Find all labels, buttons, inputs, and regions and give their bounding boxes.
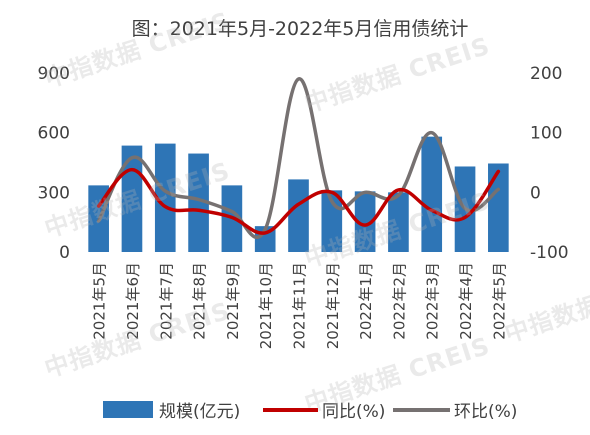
x-tick-label: 2022年3月: [424, 262, 442, 340]
y-axis-right: -100 0 100 200: [530, 64, 569, 263]
x-tick-label: 2021年6月: [124, 262, 142, 340]
y-right-tick-label: -100: [530, 243, 569, 263]
bar: [488, 163, 509, 252]
bar: [154, 143, 176, 252]
legend: 规模(亿元) 同比(%) 环比(%): [103, 401, 517, 422]
y-axis-left: 0 300 600 900: [38, 64, 70, 263]
y-right-tick-label: 200: [530, 64, 562, 84]
bar: [288, 179, 309, 252]
x-tick-label: 2021年10月: [257, 262, 275, 349]
legend-swatch-bar: [103, 401, 153, 418]
y-left-tick-label: 0: [59, 243, 70, 263]
x-tick-label: 2021年12月: [324, 262, 342, 349]
bar: [421, 136, 443, 252]
x-tick-label: 2022年4月: [457, 262, 475, 340]
legend-label-bar: 规模(亿元): [159, 402, 240, 422]
x-axis-labels: 2021年5月 2021年6月 2021年7月 2021年8月 2021年9月 2021年…: [91, 262, 509, 349]
line-yoy: [96, 167, 501, 235]
y-left-tick-label: 300: [38, 183, 70, 203]
legend-label-mom: 环比(%): [454, 402, 517, 422]
x-tick-label: 2021年5月: [91, 262, 109, 340]
chart-title: 图：2021年5月-2022年5月信用债统计: [132, 18, 469, 40]
bar: [121, 145, 143, 252]
bar: [188, 153, 209, 252]
x-tick-label: 2021年9月: [224, 262, 242, 340]
x-tick-label: 2022年5月: [490, 262, 508, 340]
y-left-tick-label: 600: [38, 124, 70, 144]
legend-label-yoy: 同比(%): [322, 402, 385, 422]
x-tick-label: 2021年7月: [157, 262, 175, 340]
line-mom: [96, 77, 501, 240]
bar: [388, 192, 409, 252]
x-tick-label: 2022年1月: [357, 262, 375, 340]
x-tick-label: 2021年11月: [291, 262, 309, 349]
line-series: [96, 77, 501, 240]
bar: [354, 191, 376, 252]
x-tick-label: 2022年2月: [390, 262, 408, 340]
x-tick-label: 2021年8月: [191, 262, 209, 340]
y-left-tick-label: 900: [38, 64, 70, 84]
y-right-tick-label: 100: [530, 124, 562, 144]
y-right-tick-label: 0: [530, 183, 541, 203]
